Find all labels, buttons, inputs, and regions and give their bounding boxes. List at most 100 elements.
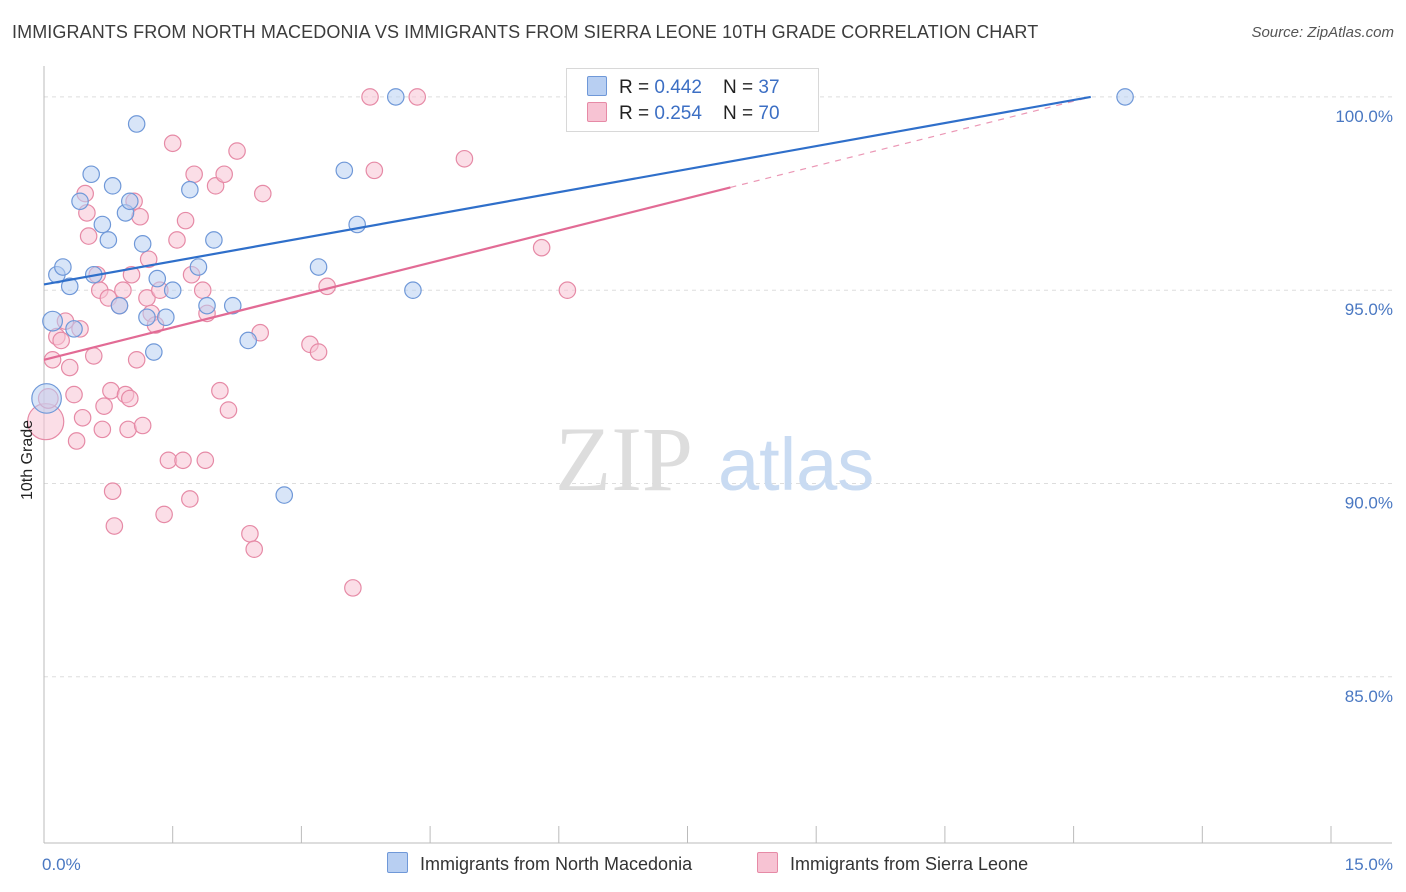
bottom-legend-label: Immigrants from Sierra Leone <box>790 854 1029 874</box>
tick-labels: 100.0% 95.0% 90.0% 85.0% 0.0% 15.0% <box>42 107 1393 874</box>
data-point <box>181 180 199 199</box>
data-point <box>275 486 294 504</box>
data-point <box>60 358 79 377</box>
data-point <box>54 258 72 276</box>
axes <box>43 66 1392 844</box>
data-point <box>159 451 178 470</box>
data-point <box>121 192 139 211</box>
legend-swatch-pink <box>587 102 607 122</box>
legend-row-north-macedonia: R = 0.442 N = 37 <box>587 76 780 100</box>
legend-r-label: R = <box>619 103 655 124</box>
data-point <box>163 134 182 153</box>
data-point <box>138 308 156 327</box>
legend-n-label: N = <box>723 77 759 98</box>
data-point <box>455 149 474 168</box>
data-point <box>42 310 64 332</box>
data-point <box>189 258 208 276</box>
data-point <box>215 165 233 184</box>
legend-n-value: 37 <box>758 77 780 98</box>
data-point <box>239 331 258 350</box>
y-tick-label: 90.0% <box>1345 493 1393 512</box>
data-point <box>148 269 167 288</box>
data-point <box>31 383 62 414</box>
y-tick-label: 100.0% <box>1335 107 1393 126</box>
data-point <box>122 265 141 284</box>
data-point <box>110 296 129 315</box>
data-point <box>145 343 163 361</box>
data-point <box>344 579 362 597</box>
legend-r-value: 0.254 <box>654 103 702 124</box>
data-point <box>223 296 242 315</box>
data-point <box>71 192 89 211</box>
trend-line-sierra-leone-solid <box>43 186 731 361</box>
data-point <box>84 347 103 365</box>
data-point <box>386 88 405 106</box>
trend-line-north-macedonia-solid <box>43 95 1091 286</box>
data-point <box>219 401 238 419</box>
data-point <box>103 177 122 195</box>
data-point <box>52 331 70 350</box>
data-point <box>93 215 112 234</box>
y-tick-label: 95.0% <box>1345 300 1393 319</box>
source-credit: Source: ZipAtlas.com <box>1251 24 1394 41</box>
data-point <box>99 231 118 249</box>
data-point <box>102 381 120 400</box>
data-point <box>163 281 182 300</box>
data-point <box>114 281 132 300</box>
data-point <box>365 161 384 180</box>
data-point <box>253 184 272 203</box>
x-tick-label: 0.0% <box>42 855 81 874</box>
data-point <box>558 281 577 300</box>
data-point <box>205 231 223 249</box>
bottom-legend-label: Immigrants from North Macedonia <box>420 854 693 874</box>
data-point <box>131 207 149 226</box>
data-point <box>119 420 137 439</box>
data-point <box>211 381 229 400</box>
bottom-legend-north-macedonia: Immigrants from North Macedonia <box>387 852 692 875</box>
data-point <box>82 165 100 184</box>
trend-line-sierra-leone-dashed <box>730 96 1091 189</box>
data-point <box>67 432 86 450</box>
data-point <box>105 517 124 535</box>
bottom-legend-sierra-leone: Immigrants from Sierra Leone <box>757 852 1028 875</box>
data-point <box>155 505 173 524</box>
data-point <box>176 211 195 230</box>
watermark: ZIP atlas <box>555 408 874 510</box>
bottom-legend-swatch-blue <box>387 852 408 873</box>
data-point <box>196 451 215 470</box>
x-tick-label: 15.0% <box>1345 855 1393 874</box>
data-point <box>133 416 152 435</box>
data-point <box>168 231 186 249</box>
data-point <box>228 142 246 160</box>
trend-lines <box>43 95 1091 361</box>
data-point <box>181 490 199 508</box>
data-point <box>532 238 551 257</box>
data-point <box>60 277 79 296</box>
data-point <box>65 385 83 404</box>
data-point <box>408 88 427 106</box>
bottom-legend-swatch-pink <box>757 852 778 873</box>
legend-swatch-blue <box>587 76 607 96</box>
data-point <box>185 165 203 184</box>
data-point <box>241 524 259 543</box>
data-point <box>309 343 328 361</box>
data-point <box>198 296 216 315</box>
data-point <box>121 389 139 408</box>
data-point <box>245 540 264 559</box>
data-point <box>127 350 146 369</box>
data-point <box>361 88 379 106</box>
data-point <box>1116 88 1134 106</box>
watermark-zip: ZIP <box>555 408 693 510</box>
watermark-atlas: atlas <box>718 423 874 506</box>
y-tick-label: 85.0% <box>1345 687 1393 706</box>
data-point <box>139 250 158 269</box>
data-point <box>93 420 112 439</box>
legend-r-label: R = <box>619 77 655 98</box>
legend-row-sierra-leone: R = 0.254 N = 70 <box>587 102 780 126</box>
grid-lines <box>44 96 1392 678</box>
data-point <box>95 397 113 415</box>
y-axis-label: 10th Grade <box>19 420 36 500</box>
data-point <box>335 161 354 180</box>
data-point <box>73 408 92 427</box>
legend-n-value: 70 <box>758 103 780 124</box>
